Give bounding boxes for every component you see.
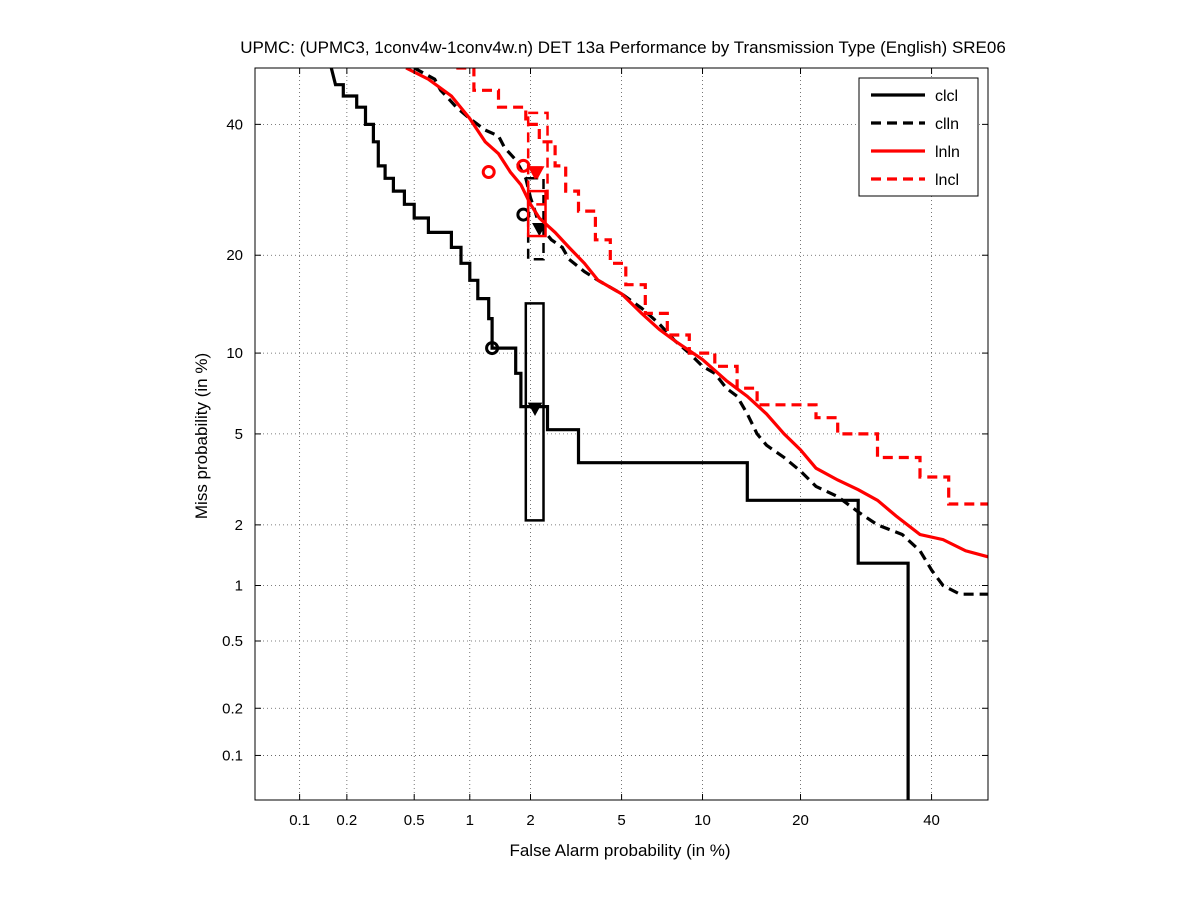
ticks: 0.1 0.2 0.5 1 2 5 10 20 40 0.1 0.2 0.5 1 2 5 10 20 40 — [222, 68, 988, 829]
y-tick-label: 1 — [235, 578, 243, 595]
series-line-lncl — [456, 68, 988, 506]
x-tick-label: 40 — [923, 812, 940, 829]
actual-point-lnln — [481, 165, 496, 180]
legend: clcl clln lnln lncl — [858, 77, 979, 197]
min-dcf-marker-lncl — [527, 166, 543, 180]
series-clcl — [329, 68, 910, 800]
legend-label-clln: clln — [935, 116, 959, 133]
chart-title: UPMC: (UPMC3, 1conv4w-1conv4w.n) DET 13a… — [240, 38, 1006, 57]
y-tick-label: 20 — [226, 247, 243, 264]
x-tick-label: 2 — [526, 812, 534, 829]
actual-point-lncl — [516, 158, 531, 173]
y-tick-label: 0.5 — [222, 633, 243, 650]
legend-box — [858, 77, 979, 197]
y-axis-title: Miss probability (in %) — [192, 353, 211, 519]
x-tick-label: 0.1 — [289, 812, 310, 829]
x-tick-label: 1 — [466, 812, 474, 829]
series-lncl — [456, 68, 988, 506]
y-tick-label: 5 — [235, 426, 243, 443]
series-line-clcl — [329, 68, 910, 800]
x-tick-label: 5 — [617, 812, 625, 829]
x-tick-label: 10 — [694, 812, 711, 829]
series-layer — [329, 68, 988, 800]
x-axis-title: False Alarm probability (in %) — [509, 841, 730, 860]
y-tick-label: 40 — [226, 116, 243, 133]
x-tick-label: 0.5 — [404, 812, 425, 829]
confidence-box-clcl — [524, 302, 545, 522]
legend-label-lnln: lnln — [935, 144, 960, 161]
legend-label-lncl: lncl — [935, 172, 959, 189]
y-tick-label: 2 — [235, 517, 243, 534]
min-dcf-marker-clln — [532, 222, 547, 237]
x-tick-label: 20 — [792, 812, 809, 829]
y-tick-label: 10 — [226, 345, 243, 362]
confidence-box-lncl — [526, 111, 549, 206]
legend-label-clcl: clcl — [935, 88, 958, 105]
min-dcf-marker-clcl — [527, 402, 543, 416]
actual-point-clcl — [485, 341, 500, 356]
x-tick-label: 0.2 — [336, 812, 357, 829]
series-line-clln — [413, 68, 988, 596]
series-line-lnln — [405, 68, 988, 559]
confidence-box-lnln — [526, 189, 547, 238]
y-tick-label: 0.2 — [222, 700, 243, 717]
y-tick-label: 0.1 — [222, 747, 243, 764]
